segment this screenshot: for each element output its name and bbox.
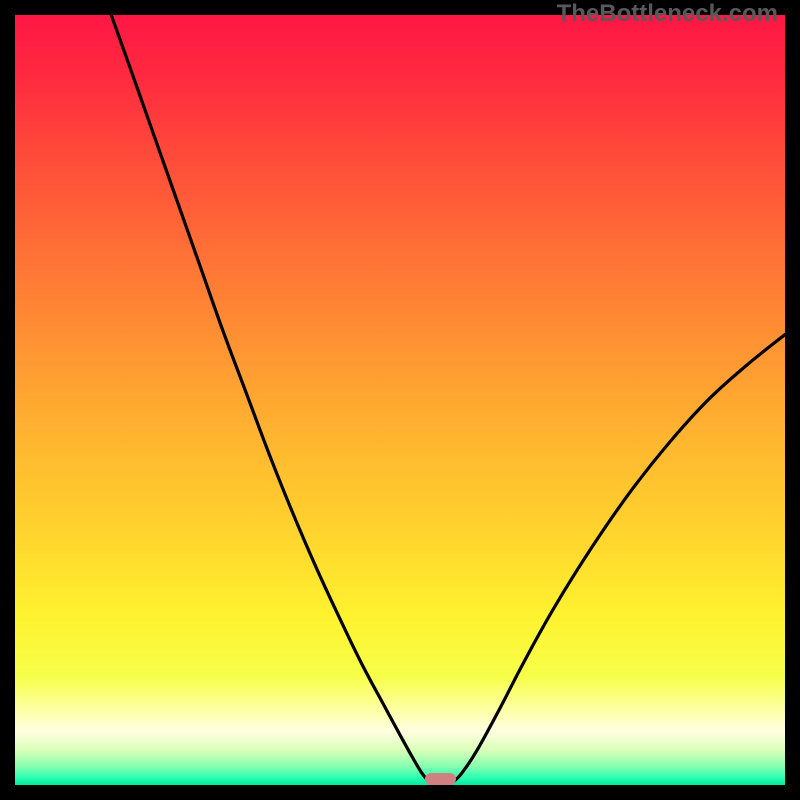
bottleneck-curve <box>15 15 785 785</box>
plot-area <box>15 15 785 785</box>
optimum-marker <box>425 773 456 785</box>
chart-frame: TheBottleneck.com <box>0 0 800 800</box>
watermark-text: TheBottleneck.com <box>557 0 778 28</box>
